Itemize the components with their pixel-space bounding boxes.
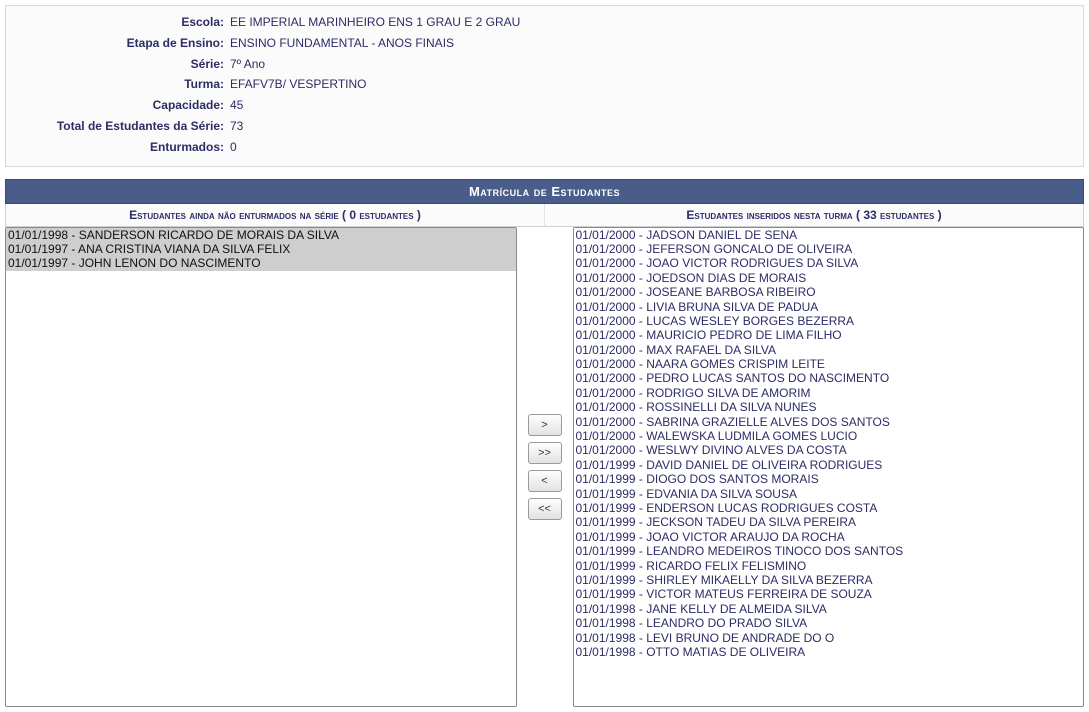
label-capacidade: Capacidade: — [16, 97, 226, 114]
value-capacidade: 45 — [226, 97, 243, 114]
list-item[interactable]: 01/01/1999 - SHIRLEY MIKAELLY DA SILVA B… — [574, 573, 1084, 587]
list-item[interactable]: 01/01/1999 - VICTOR MATEUS FERREIRA DE S… — [574, 587, 1084, 601]
label-turma: Turma: — [16, 76, 226, 93]
list-item[interactable]: 01/01/2000 - NAARA GOMES CRISPIM LEITE — [574, 357, 1084, 371]
list-item[interactable]: 01/01/2000 - MAURICIO PEDRO DE LIMA FILH… — [574, 328, 1084, 342]
label-serie: Série: — [16, 56, 226, 73]
move-all-left-button[interactable]: << — [528, 498, 562, 520]
value-enturmados: 0 — [226, 139, 237, 156]
list-item[interactable]: 01/01/2000 - LUCAS WESLEY BORGES BEZERRA — [574, 314, 1084, 328]
transfer-buttons: > >> < << — [517, 227, 573, 707]
list-item[interactable]: 01/01/2000 - PEDRO LUCAS SANTOS DO NASCI… — [574, 371, 1084, 385]
label-enturmados: Enturmados: — [16, 139, 226, 156]
value-total: 73 — [226, 118, 243, 135]
list-item[interactable]: 01/01/1997 - JOHN LENON DO NASCIMENTO — [6, 256, 516, 270]
label-etapa: Etapa de Ensino: — [16, 35, 226, 52]
list-item[interactable]: 01/01/1998 - OTTO MATIAS DE OLIVEIRA — [574, 645, 1084, 659]
list-item[interactable]: 01/01/2000 - JOSEANE BARBOSA RIBEIRO — [574, 285, 1084, 299]
list-item[interactable]: 01/01/1998 - SANDERSON RICARDO DE MORAIS… — [6, 228, 516, 242]
list-item[interactable]: 01/01/2000 - SABRINA GRAZIELLE ALVES DOS… — [574, 415, 1084, 429]
list-item[interactable]: 01/01/1999 - EDVANIA DA SILVA SOUSA — [574, 487, 1084, 501]
list-item[interactable]: 01/01/2000 - RODRIGO SILVA DE AMORIM — [574, 386, 1084, 400]
label-escola: Escola: — [16, 14, 226, 31]
assigned-students-list[interactable]: 01/01/2000 - JADSON DANIEL DE SENA01/01/… — [573, 227, 1085, 707]
list-item[interactable]: 01/01/2000 - WESLWY DIVINO ALVES DA COST… — [574, 443, 1084, 457]
value-serie: 7º Ano — [226, 56, 265, 73]
list-item[interactable]: 01/01/2000 - JOEDSON DIAS DE MORAIS — [574, 271, 1084, 285]
list-item[interactable]: 01/01/1999 - DIOGO DOS SANTOS MORAIS — [574, 472, 1084, 486]
label-total: Total de Estudantes da Série: — [16, 118, 226, 135]
value-escola: EE IMPERIAL MARINHEIRO ENS 1 GRAU E 2 GR… — [226, 14, 520, 31]
list-item[interactable]: 01/01/1998 - JANE KELLY DE ALMEIDA SILVA — [574, 602, 1084, 616]
move-all-right-button[interactable]: >> — [528, 442, 562, 464]
list-item[interactable]: 01/01/2000 - JEFERSON GONCALO DE OLIVEIR… — [574, 242, 1084, 256]
list-item[interactable]: 01/01/1999 - JECKSON TADEU DA SILVA PERE… — [574, 515, 1084, 529]
list-item[interactable]: 01/01/1997 - ANA CRISTINA VIANA DA SILVA… — [6, 242, 516, 256]
columns-header: Estudantes ainda não enturmados na série… — [5, 204, 1084, 227]
list-item[interactable]: 01/01/2000 - LIVIA BRUNA SILVA DE PADUA — [574, 300, 1084, 314]
list-item[interactable]: 01/01/2000 - JOAO VICTOR RODRIGUES DA SI… — [574, 256, 1084, 270]
value-etapa: ENSINO FUNDAMENTAL - ANOS FINAIS — [226, 35, 454, 52]
list-item[interactable]: 01/01/1998 - LEANDRO DO PRADO SILVA — [574, 616, 1084, 630]
move-left-button[interactable]: < — [528, 470, 562, 492]
list-item[interactable]: 01/01/1999 - DAVID DANIEL DE OLIVEIRA RO… — [574, 458, 1084, 472]
list-item[interactable]: 01/01/2000 - MAX RAFAEL DA SILVA — [574, 343, 1084, 357]
list-item[interactable]: 01/01/1999 - ENDERSON LUCAS RODRIGUES CO… — [574, 501, 1084, 515]
list-item[interactable]: 01/01/1999 - LEANDRO MEDEIROS TINOCO DOS… — [574, 544, 1084, 558]
class-info-panel: Escola: EE IMPERIAL MARINHEIRO ENS 1 GRA… — [5, 5, 1084, 167]
transfer-area: 01/01/1998 - SANDERSON RICARDO DE MORAIS… — [5, 227, 1084, 707]
list-item[interactable]: 01/01/2000 - ROSSINELLI DA SILVA NUNES — [574, 400, 1084, 414]
right-column-header: Estudantes inseridos nesta turma ( 33 es… — [545, 204, 1083, 227]
list-item[interactable]: 01/01/1999 - JOAO VICTOR ARAUJO DA ROCHA — [574, 530, 1084, 544]
value-turma: EFAFV7B/ VESPERTINO — [226, 76, 367, 93]
move-right-button[interactable]: > — [528, 414, 562, 436]
list-item[interactable]: 01/01/1998 - LEVI BRUNO DE ANDRADE DO O — [574, 631, 1084, 645]
unassigned-students-list[interactable]: 01/01/1998 - SANDERSON RICARDO DE MORAIS… — [5, 227, 517, 707]
left-column-header: Estudantes ainda não enturmados na série… — [6, 204, 545, 227]
list-item[interactable]: 01/01/2000 - JADSON DANIEL DE SENA — [574, 228, 1084, 242]
list-item[interactable]: 01/01/1999 - RICARDO FELIX FELISMINO — [574, 559, 1084, 573]
list-item[interactable]: 01/01/2000 - WALEWSKA LUDMILA GOMES LUCI… — [574, 429, 1084, 443]
section-title: Matrícula de Estudantes — [5, 179, 1084, 204]
